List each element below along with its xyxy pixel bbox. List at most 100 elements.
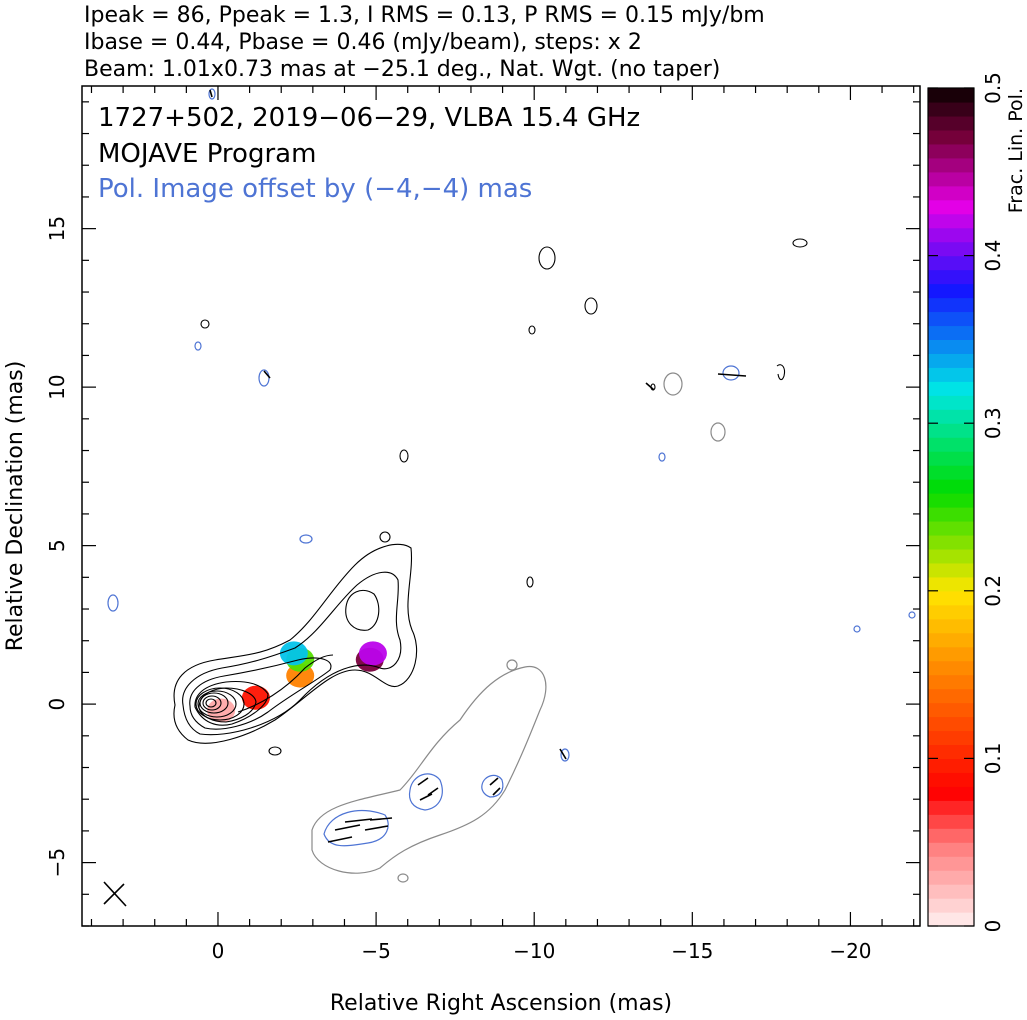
isolated-contour — [776, 364, 786, 381]
source-annotation: 1727+502, 2019−06−29, VLBA 15.4 GHz — [98, 103, 640, 133]
core-contour — [199, 692, 229, 714]
colorbar-band — [928, 339, 974, 354]
colorbar-band — [928, 800, 974, 815]
header-line-1: Ipeak = 86, Ppeak = 1.3, I RMS = 0.13, P… — [84, 3, 765, 28]
colorbar-band — [928, 856, 974, 871]
evpa-tick — [334, 824, 361, 831]
colorbar-band — [928, 842, 974, 857]
colorbar-band — [928, 507, 974, 522]
pol-contour-blob — [299, 534, 313, 544]
colorbar-band — [928, 688, 974, 704]
colorbar-tick-label: 0 — [981, 920, 1005, 933]
colorbar-band — [928, 283, 974, 299]
evpa-tick — [645, 382, 655, 391]
pol-contour-blob — [658, 452, 666, 462]
isolated-contour — [200, 319, 210, 329]
offset-outer-contour — [311, 665, 547, 874]
jet-contour — [182, 571, 402, 736]
colorbar-band — [928, 395, 974, 410]
y-tick-label: 15 — [45, 216, 69, 241]
colorbar-band — [928, 101, 974, 117]
colorbar-tick-label: 0.3 — [981, 407, 1005, 439]
jet-inner-ridge — [237, 654, 334, 713]
pol-contour-blob — [208, 88, 216, 100]
pol-contour-blob — [853, 625, 861, 633]
colorbar-band — [928, 898, 974, 913]
pol-contour-blob — [722, 365, 740, 381]
colorbar-frame — [927, 87, 975, 927]
pol-patch — [241, 685, 270, 710]
y-tick-label: 0 — [45, 698, 69, 711]
colorbar-band — [928, 870, 974, 885]
colorbar-band — [928, 115, 974, 131]
x-tick-label: −15 — [671, 939, 713, 963]
offset-contour-blob — [710, 422, 726, 442]
evpa-tick — [559, 748, 567, 760]
colorbar-band — [928, 465, 974, 480]
colorbar-band — [928, 297, 974, 313]
axes-ticks — [82, 86, 920, 927]
beam-symbol — [103, 881, 127, 907]
colorbar-band — [928, 772, 974, 787]
isolated-contour — [526, 576, 534, 588]
header-line-3: Beam: 1.01x0.73 mas at −25.1 deg., Nat. … — [84, 57, 720, 82]
y-axis-label: Relative Declination (mas) — [3, 361, 28, 652]
colorbar-band — [928, 381, 974, 396]
colorbar-band — [928, 786, 974, 801]
colorbar-band — [928, 269, 974, 285]
isolated-contour — [399, 449, 409, 463]
colorbar-tick-label: 0.1 — [981, 742, 1005, 774]
colorbar-band — [928, 255, 974, 271]
x-tick-label: −5 — [361, 939, 390, 963]
pol-contour-blob — [560, 748, 570, 762]
colorbar-band — [928, 367, 974, 382]
x-axis-label: Relative Right Ascension (mas) — [330, 991, 672, 1016]
colorbar-band — [928, 632, 974, 648]
jet-contour — [198, 687, 257, 723]
y-tick-label: −5 — [45, 848, 69, 877]
pol-contour-blob — [908, 611, 916, 619]
offset-contour-blob — [663, 372, 683, 396]
evpa-tick — [344, 818, 373, 823]
isolated-contour — [379, 531, 391, 543]
evpa-tick — [427, 787, 439, 796]
isolated-contour — [538, 246, 556, 270]
colorbar-band — [928, 213, 974, 229]
colorbar-ticks: 0 0.1 0.2 0.3 0.4 0.5 — [928, 72, 1005, 932]
isolated-contour — [268, 746, 282, 756]
colorbar-tick-label: 0.5 — [981, 72, 1005, 104]
pol-patch — [279, 641, 308, 666]
colorbar-band — [928, 129, 974, 145]
isolated-contour — [792, 238, 808, 248]
colorbar-band — [928, 143, 974, 159]
pol-contour-blob — [107, 594, 119, 612]
jet-knot-contour — [345, 589, 380, 631]
y-tick-label: 10 — [45, 374, 69, 399]
offset-contour-blob — [397, 873, 409, 883]
colorbar-band — [928, 548, 974, 564]
colorbar-band — [928, 884, 974, 899]
isolated-contour — [528, 325, 536, 335]
colorbar-band — [928, 157, 974, 173]
evpa-tick — [419, 793, 433, 801]
colorbar-tick-label: 0.2 — [981, 575, 1005, 607]
jet-outer-contour — [173, 543, 418, 744]
pol-contour-patch — [481, 774, 504, 798]
evpa-tick — [263, 370, 271, 379]
colorbar — [928, 88, 974, 927]
isolated-contour — [584, 297, 598, 315]
x-tick-label: 0 — [212, 939, 225, 963]
colorbar-band — [928, 828, 974, 843]
core-contour — [202, 695, 222, 711]
colorbar-band — [928, 479, 974, 494]
colorbar-band — [928, 199, 974, 215]
pol-patch — [358, 641, 387, 666]
colorbar-band — [928, 409, 974, 424]
pol-intensity-contours — [107, 88, 916, 847]
colorbar-band — [928, 646, 974, 662]
core-contour — [197, 690, 237, 718]
colorbar-band — [928, 493, 974, 508]
colorbar-band — [928, 227, 974, 243]
jet-contour — [194, 680, 269, 726]
